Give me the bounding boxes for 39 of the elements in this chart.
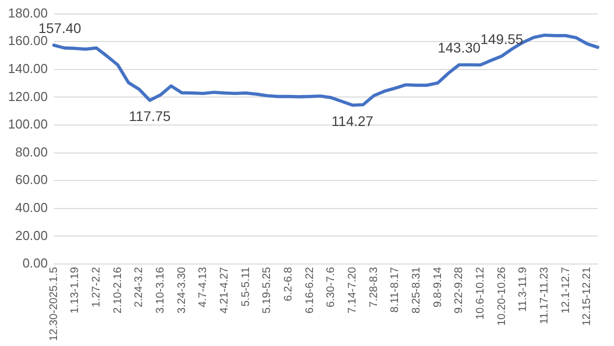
data-label: 114.27: [332, 113, 374, 130]
y-tick-label: 120.00: [8, 88, 48, 104]
x-tick-label: 7.14-7.20: [346, 266, 358, 314]
y-tick-label: 140.00: [8, 60, 48, 76]
x-tick-label: 4.7-4.13: [197, 266, 210, 308]
x-tick-label: 12.15-12.21: [581, 266, 594, 326]
y-tick-label: 180.00: [8, 5, 48, 20]
x-tick-label: 7.28-8.3: [368, 266, 380, 308]
x-tick-label: 1.27-2.2: [90, 266, 102, 308]
x-tick-label: 10.6-10.12: [474, 266, 486, 320]
x-tick-label: 11.3-11.9: [517, 266, 530, 312]
x-tick-label: 5.5-5.11: [240, 266, 252, 307]
y-tick-label: 20.00: [15, 228, 48, 243]
x-tick-label: 12.1-12.7: [560, 266, 572, 314]
x-tick-label: 6.2-6.8: [282, 266, 294, 302]
x-tick-label: 6.16-6.22: [304, 266, 316, 314]
x-tick-label: 2.24-3.2: [133, 266, 146, 308]
x-tick-label: 10.20-10.26: [496, 266, 508, 326]
x-tick-label: 6.30-7.6: [325, 266, 338, 308]
data-label: 143.30: [438, 40, 481, 56]
x-tick-label: 4.21-4.27: [218, 266, 230, 314]
x-tick-label: 8.11-8.17: [389, 266, 402, 313]
x-tick-label: 2.10-2.16: [112, 266, 124, 314]
y-tick-label: 80.00: [15, 144, 48, 160]
x-tick-label: 5.19-5.25: [261, 266, 274, 314]
y-tick-label: 100.00: [8, 116, 48, 132]
data-label: 117.75: [128, 108, 171, 124]
x-tick-label: 12.30-2025.1.5: [48, 266, 60, 342]
x-tick-label: 9.22-9.28: [453, 266, 466, 314]
x-tick-label: 3.10-3.16: [154, 266, 166, 314]
x-tick-label: 11.17-11.23: [538, 266, 550, 324]
x-tick-label: 8.25-8.31: [410, 266, 422, 314]
x-tick-label: 3.24-3.30: [176, 266, 188, 314]
x-tick-label: 1.13-1.19: [69, 266, 82, 314]
y-tick-label: 60.00: [15, 172, 48, 188]
y-tick-label: 0.00: [22, 256, 48, 271]
x-tick-label: 9.8-9.14: [432, 266, 444, 308]
y-tick-label: 40.00: [15, 200, 48, 215]
data-label: 149.55: [480, 30, 524, 47]
